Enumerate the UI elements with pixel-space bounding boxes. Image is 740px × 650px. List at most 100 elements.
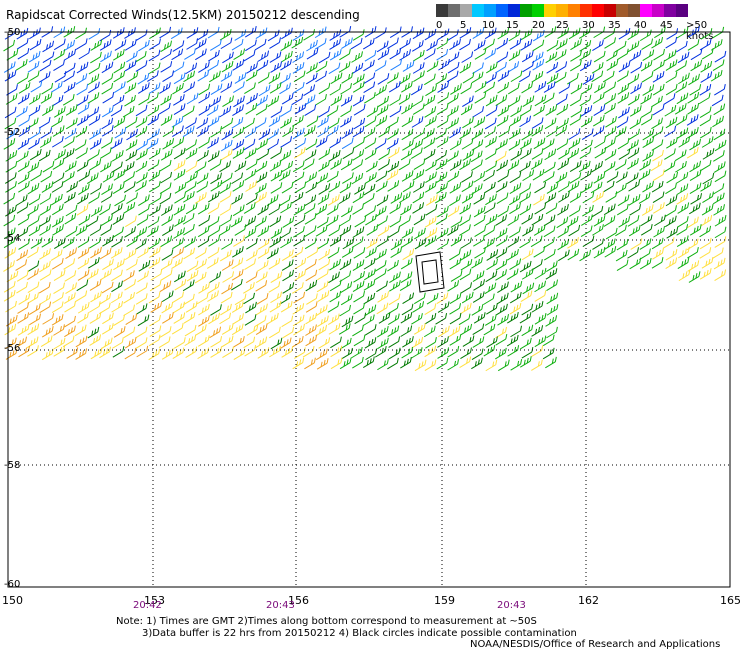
scale-label-40: 40	[634, 20, 647, 31]
wind-barb-1647	[222, 346, 234, 359]
wind-barb-1348	[506, 268, 519, 281]
wind-barb-601	[17, 138, 30, 150]
scale-swatch-5	[496, 4, 508, 17]
wind-barb-1684	[400, 356, 412, 369]
wind-barb-466	[556, 103, 569, 116]
wind-barb-593	[642, 128, 655, 141]
wind-barb-149	[351, 51, 363, 63]
wind-barb-718	[702, 148, 715, 160]
wind-barb-1512	[254, 315, 267, 327]
wind-barb-1264	[87, 257, 100, 269]
wind-barb-1191	[616, 238, 629, 251]
wind-barb-490	[125, 116, 138, 129]
wind-barb-140	[243, 49, 256, 62]
wind-barb-934	[412, 191, 425, 204]
wind-barb-100	[483, 38, 495, 51]
wind-barb-130	[126, 50, 138, 63]
wind-barb-1650	[257, 347, 270, 359]
wind-barb-980	[243, 202, 256, 214]
wind-barb-619	[232, 139, 245, 151]
wind-barb-1208	[99, 247, 112, 260]
wind-barb-2	[29, 27, 41, 40]
wind-barb-331	[375, 84, 387, 97]
wind-barb-919	[231, 193, 243, 205]
wind-barb-1646	[210, 346, 223, 358]
wind-barb-1296	[509, 258, 522, 270]
lat-label-58: -58	[4, 460, 21, 471]
wind-barb-763	[519, 160, 531, 173]
wind-barb-1674	[542, 347, 555, 360]
wind-barb-808	[342, 172, 354, 184]
wind-barb-1220	[246, 249, 258, 262]
wind-barb-1534	[519, 312, 532, 324]
wind-barb-278	[462, 71, 475, 84]
wind-barb-275	[424, 73, 436, 86]
wind-barb-1007	[569, 205, 581, 217]
wind-barb-1343	[450, 270, 463, 282]
wind-barb-1265	[102, 258, 114, 271]
wind-barb-443	[280, 105, 293, 117]
wind-barb-1193	[639, 238, 652, 250]
wind-barb-73	[160, 40, 173, 53]
wind-barb-188	[101, 61, 114, 74]
wind-barb-1016	[677, 202, 690, 214]
wind-barb-175	[664, 49, 677, 62]
wind-barb-1252	[665, 249, 678, 261]
wind-barb-256	[197, 69, 210, 82]
wind-barb-1367	[136, 282, 148, 295]
wind-barb-524	[531, 117, 544, 129]
wind-barb-58	[700, 28, 713, 40]
wind-barb-1511	[244, 314, 257, 326]
wind-barb-1112	[388, 226, 400, 238]
wind-barb-716	[674, 149, 687, 162]
wind-barb-1384	[340, 281, 353, 293]
wind-barb-1669	[483, 344, 496, 357]
wind-barb-887	[567, 180, 580, 193]
wind-barb-415	[663, 93, 676, 105]
wind-barb-1248	[615, 249, 628, 262]
wind-barb-1046	[317, 216, 329, 229]
wind-barb-1289	[387, 259, 399, 272]
wind-barb-701	[494, 150, 507, 163]
x-tick-162: 162	[578, 594, 599, 607]
wind-barb-1225	[306, 246, 319, 259]
wind-barb-508	[340, 115, 352, 128]
scale-label-10: 10	[482, 20, 495, 31]
wind-barb-809	[351, 172, 364, 185]
wind-barb-685	[304, 149, 317, 161]
wind-barb-967	[90, 205, 103, 217]
wind-barb-353	[642, 84, 655, 96]
wind-barb-737	[209, 159, 222, 171]
wind-barb-680	[244, 147, 257, 160]
wind-barb-1235	[459, 249, 472, 262]
wind-barb-1542	[64, 325, 76, 338]
wind-barb-1648	[233, 348, 246, 361]
wind-barb-1048	[339, 214, 352, 227]
wind-barb-675	[185, 148, 198, 160]
wind-barb-137	[208, 49, 220, 62]
wind-barb-583	[521, 128, 534, 141]
wind-barb-852	[148, 180, 161, 193]
wind-barb-565	[303, 125, 316, 137]
wind-barb-444	[294, 102, 307, 115]
wind-barb-1181	[495, 235, 508, 247]
wind-barb-459	[472, 106, 485, 118]
wind-barb-144	[292, 51, 305, 63]
scale-swatch-1	[448, 4, 460, 17]
wind-barb-1546	[113, 326, 126, 338]
x-tick-165: 165	[720, 594, 740, 607]
wind-barb-545	[64, 128, 77, 140]
wind-barb-858	[219, 182, 232, 194]
wind-barb-712	[627, 147, 640, 160]
wind-barb-860	[245, 180, 258, 192]
wind-barb-1137	[689, 224, 702, 236]
wind-barb-270	[363, 72, 376, 85]
wind-barb-1622	[472, 336, 485, 348]
wind-barb-126	[78, 47, 91, 60]
wind-barb-54	[654, 26, 666, 39]
wind-barb-274	[413, 70, 425, 82]
wind-barb-791	[136, 172, 148, 184]
wind-barb-1416	[207, 290, 219, 302]
wind-barb-1675	[292, 357, 305, 370]
wind-barb-1073	[640, 214, 653, 227]
